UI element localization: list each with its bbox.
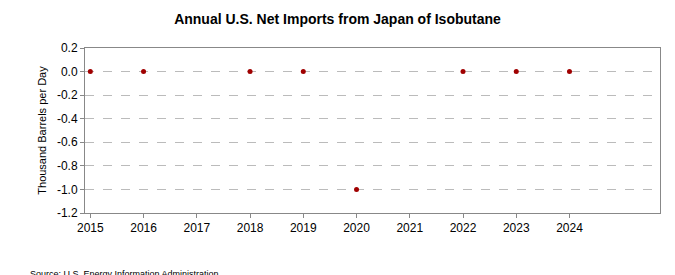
svg-text:2023: 2023	[503, 221, 530, 235]
svg-text:2016: 2016	[130, 221, 157, 235]
svg-text:-1.2: -1.2	[57, 206, 78, 220]
svg-text:-0.2: -0.2	[57, 88, 78, 102]
svg-text:2015: 2015	[77, 221, 104, 235]
svg-text:2022: 2022	[450, 221, 477, 235]
svg-text:2019: 2019	[290, 221, 317, 235]
svg-text:2017: 2017	[183, 221, 210, 235]
svg-text:-0.8: -0.8	[57, 159, 78, 173]
svg-text:-0.4: -0.4	[57, 112, 78, 126]
svg-text:0.2: 0.2	[61, 41, 78, 55]
svg-text:Annual U.S. Net Imports from J: Annual U.S. Net Imports from Japan of Is…	[174, 11, 501, 27]
svg-text:2020: 2020	[343, 221, 370, 235]
svg-text:2018: 2018	[237, 221, 264, 235]
svg-text:-1.0: -1.0	[57, 183, 78, 197]
svg-text:2021: 2021	[396, 221, 423, 235]
svg-text:-0.6: -0.6	[57, 135, 78, 149]
svg-text:Thousand Barrels per Day: Thousand Barrels per Day	[36, 66, 48, 195]
svg-text:0.0: 0.0	[61, 65, 78, 79]
svg-text:Source: U.S. Energy Informatio: Source: U.S. Energy Information Administ…	[30, 269, 219, 275]
svg-text:2024: 2024	[556, 221, 583, 235]
